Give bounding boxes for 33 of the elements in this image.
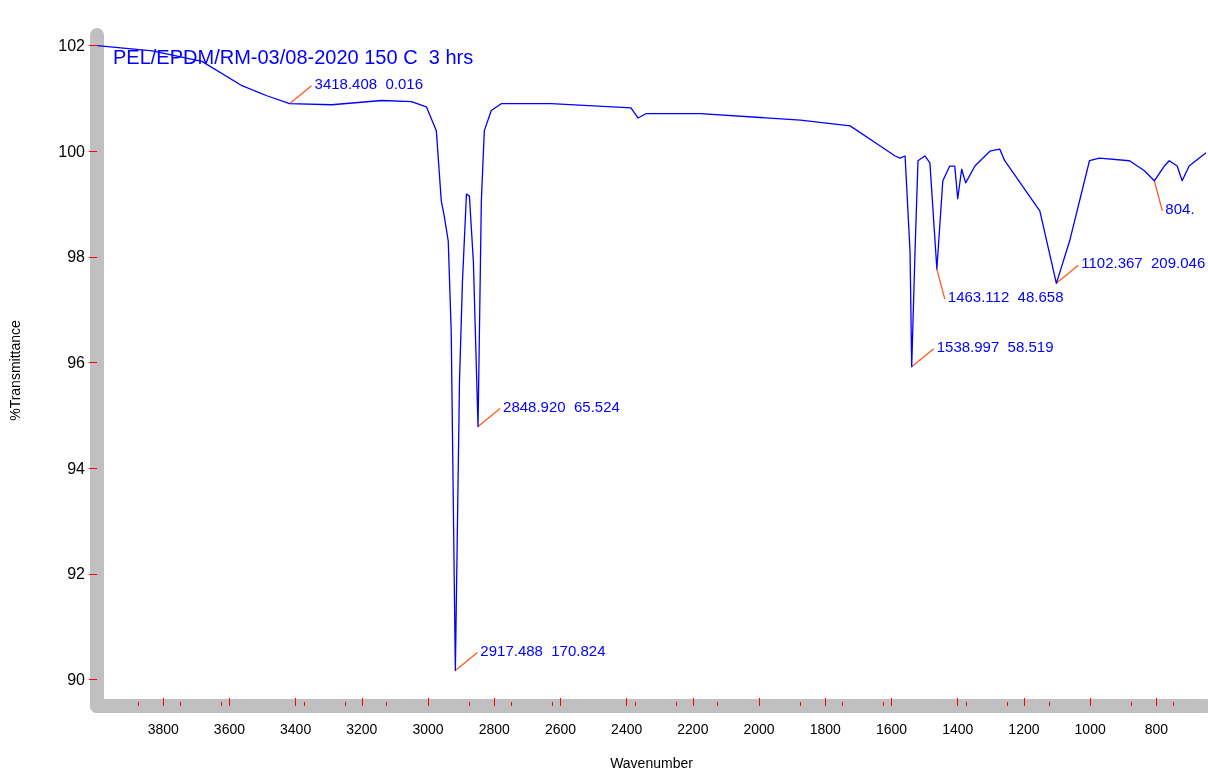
annotation: 2917.488 170.824 <box>480 641 606 659</box>
x-tick-label: 3000 <box>412 721 444 737</box>
annotation: 1463.112 48.658 <box>947 288 1064 306</box>
x-tick-label: 3800 <box>147 721 179 737</box>
x-tick-label: 800 <box>1144 721 1169 737</box>
x-tick-label: 3400 <box>280 721 312 737</box>
y-tick-label: 98 <box>67 248 86 266</box>
y-tick-label: 102 <box>58 37 86 55</box>
x-tick-label: 2400 <box>611 721 643 737</box>
x-tick-label: 3600 <box>213 721 246 737</box>
annotation: 1538.997 58.519 <box>936 337 1054 355</box>
x-tick-label: 1800 <box>809 721 842 737</box>
annotation: 3418.408 0.016 <box>314 74 423 92</box>
y-tick-label: 94 <box>67 459 86 477</box>
y-tick-label: 100 <box>58 142 86 160</box>
x-tick-label: 1400 <box>942 721 974 737</box>
y-axis-title: %Transmittance <box>7 319 23 421</box>
x-tick-label: 2600 <box>544 721 577 737</box>
x-tick-label: 1200 <box>1008 721 1040 737</box>
line-series <box>96 44 1207 672</box>
y-tick-label: 92 <box>67 565 86 583</box>
y-tick-label: 96 <box>67 354 86 372</box>
annotation: 1102.367 209.046 <box>1081 254 1206 272</box>
annotation: 804. <box>1165 199 1195 217</box>
x-tick-label: 1000 <box>1074 721 1106 737</box>
x-tick-label: 2800 <box>478 721 511 737</box>
x-tick-label: 2000 <box>743 721 775 737</box>
x-tick-label: 2200 <box>677 721 709 737</box>
x-tick-label: 1600 <box>875 721 908 737</box>
annotation: 2848.920 65.524 <box>503 397 620 415</box>
x-tick-label: 3200 <box>346 721 378 737</box>
x-axis-title: Wavenumber <box>610 755 694 771</box>
y-tick-label: 90 <box>67 671 86 689</box>
